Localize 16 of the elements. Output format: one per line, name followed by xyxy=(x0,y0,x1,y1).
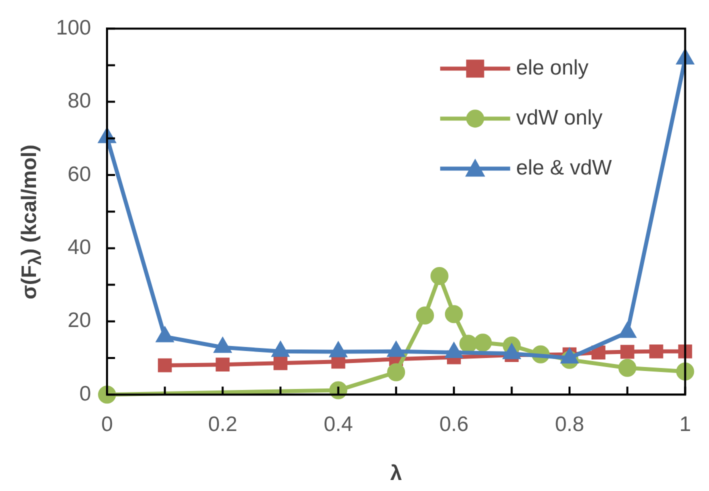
x-tick-label: 0 xyxy=(101,412,113,436)
x-axis-title: λ xyxy=(390,462,402,486)
x-tick-label: 0.2 xyxy=(208,412,238,436)
y-tick-label: 40 xyxy=(68,236,92,259)
legend-label: vdW only xyxy=(516,106,604,130)
y-tick-label: 80 xyxy=(68,90,92,113)
y-tick-label: 100 xyxy=(56,16,92,40)
x-tick-label: 0.4 xyxy=(324,412,354,436)
legend-label: ele & vdW xyxy=(516,156,612,180)
legend-label: ele only xyxy=(516,56,590,80)
x-tick-label: 0.6 xyxy=(439,412,469,436)
x-tick-label: 0.8 xyxy=(554,412,584,436)
y-tick-label: 20 xyxy=(68,309,92,332)
y-tick-label: 0 xyxy=(79,382,92,406)
x-tick-label: 1 xyxy=(679,412,692,436)
y-tick-label: 60 xyxy=(68,162,92,186)
